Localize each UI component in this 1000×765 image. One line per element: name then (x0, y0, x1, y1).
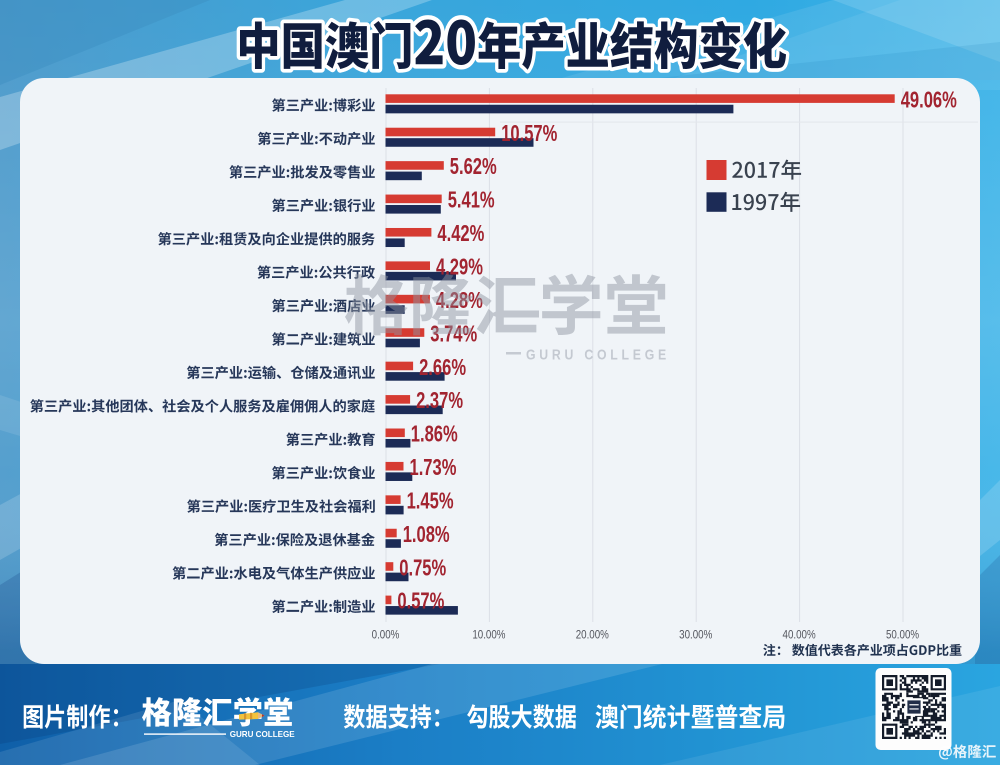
svg-text:0.57%: 0.57% (397, 589, 444, 614)
svg-text:10.57%: 10.57% (501, 121, 557, 146)
svg-text:1.73%: 1.73% (410, 455, 457, 480)
svg-text:2.37%: 2.37% (416, 389, 463, 414)
svg-text:5.62%: 5.62% (450, 155, 497, 180)
svg-text:1.08%: 1.08% (403, 522, 450, 547)
svg-text:GURU COLLEGE: GURU COLLEGE (230, 729, 295, 739)
svg-text:30.00%: 30.00% (679, 629, 713, 642)
svg-text:GURU COLLEGE: GURU COLLEGE (526, 347, 670, 364)
svg-text:50.00%: 50.00% (886, 629, 920, 642)
svg-text:0.00%: 0.00% (372, 629, 400, 642)
svg-text:4.42%: 4.42% (437, 222, 484, 247)
svg-text:20.00%: 20.00% (576, 629, 610, 642)
svg-text:5.41%: 5.41% (448, 188, 495, 213)
svg-text:40.00%: 40.00% (783, 629, 817, 642)
svg-text:2.66%: 2.66% (419, 355, 466, 380)
svg-text:49.06%: 49.06% (901, 88, 957, 113)
svg-text:1.86%: 1.86% (411, 422, 458, 447)
svg-text:4.29%: 4.29% (436, 255, 483, 280)
svg-text:0.75%: 0.75% (399, 556, 446, 581)
svg-text:10.00%: 10.00% (472, 629, 506, 642)
svg-text:1.45%: 1.45% (407, 489, 454, 514)
